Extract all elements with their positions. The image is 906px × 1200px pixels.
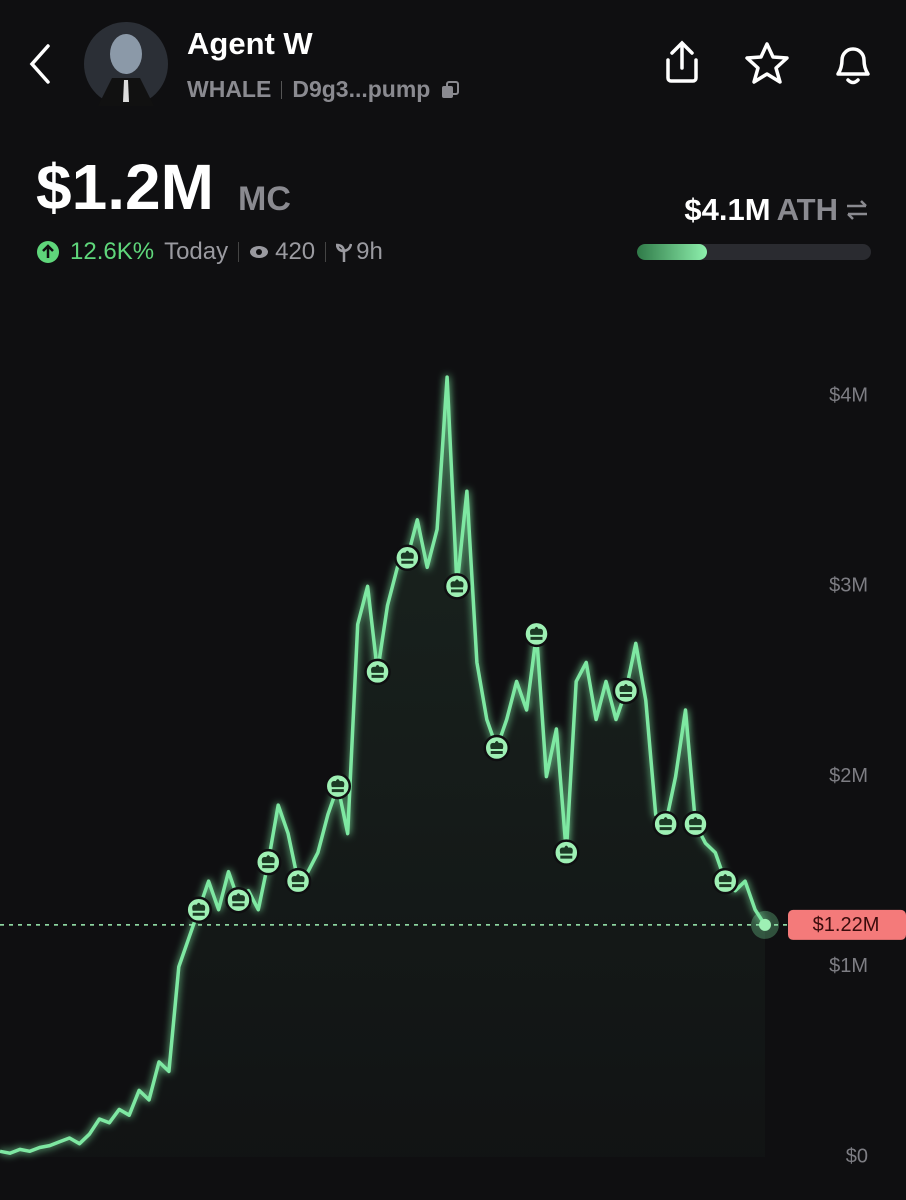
trade-marker-icon	[659, 817, 673, 831]
ath-value: $4.1M	[684, 192, 771, 227]
trade-marker-icon	[490, 741, 504, 755]
trade-marker	[523, 620, 550, 648]
trade-marker-icon	[261, 855, 275, 869]
notification-button[interactable]	[830, 40, 876, 88]
token-meta: WHALE D9g3...pump	[187, 76, 460, 103]
avatar	[84, 22, 168, 106]
current-price-label: $1.22M	[813, 914, 880, 936]
trade-marker-icon	[400, 550, 414, 564]
current-point	[759, 918, 771, 931]
trade-marker-icon	[231, 893, 245, 907]
current-price-badge	[788, 909, 906, 940]
share-button[interactable]	[662, 40, 702, 84]
price-line	[0, 375, 767, 1155]
copy-icon[interactable]	[440, 80, 460, 100]
trade-marker-icon	[192, 902, 206, 916]
market-cap: $1.2M	[36, 151, 214, 223]
trade-marker-icon	[559, 845, 573, 859]
trade-marker-icon	[371, 664, 385, 678]
trade-marker-icon	[291, 874, 305, 888]
trade-marker	[225, 886, 252, 914]
trade-marker-icon	[331, 779, 345, 793]
swap-icon[interactable]	[844, 198, 870, 222]
trade-marker	[324, 772, 352, 800]
trade-marker-icon	[718, 874, 732, 888]
ath-row: $4.1M ATH	[684, 192, 870, 228]
up-icon	[37, 241, 59, 263]
views: 420	[275, 238, 316, 265]
trade-marker-icon	[529, 626, 543, 640]
trade-marker	[185, 896, 212, 923]
y-tick-label: $2M	[829, 765, 868, 787]
age: 9h	[356, 238, 383, 265]
area	[0, 377, 765, 1158]
trade-marker	[364, 658, 391, 686]
trade-marker	[553, 839, 580, 866]
ath-unit: ATH	[776, 192, 838, 227]
market-cap-unit: MC	[238, 180, 291, 218]
change-period: Today	[164, 238, 229, 265]
address[interactable]: D9g3...pump	[292, 76, 431, 102]
trade-marker	[612, 677, 640, 705]
y-tick-label: $4M	[829, 384, 868, 406]
trade-marker-icon	[688, 817, 702, 831]
y-tick-label: $1M	[829, 955, 868, 977]
back-button[interactable]	[26, 42, 54, 86]
token-name: Agent W	[187, 26, 313, 61]
change: 12.6K%	[70, 238, 155, 265]
favorite-button[interactable]	[742, 40, 792, 86]
trade-marker	[652, 810, 679, 838]
trade-marker-icon	[619, 683, 633, 697]
trade-marker	[712, 867, 739, 895]
trade-marker	[483, 734, 511, 762]
ath-progress-track	[637, 244, 871, 260]
sprout-icon	[336, 243, 353, 262]
y-tick-label: $0	[846, 1145, 868, 1167]
trade-marker	[284, 867, 312, 895]
trade-marker	[254, 848, 282, 876]
trade-marker	[394, 544, 421, 572]
trade-marker-icon	[450, 579, 464, 593]
stats-row: 12.6K% Today 420 9h	[36, 238, 383, 266]
y-tick-label: $3M	[829, 575, 868, 597]
ath-progress	[637, 244, 708, 260]
ticker: WHALE	[187, 76, 272, 102]
trade-marker	[682, 810, 709, 838]
eye-icon	[250, 246, 269, 258]
trade-marker	[443, 573, 471, 600]
